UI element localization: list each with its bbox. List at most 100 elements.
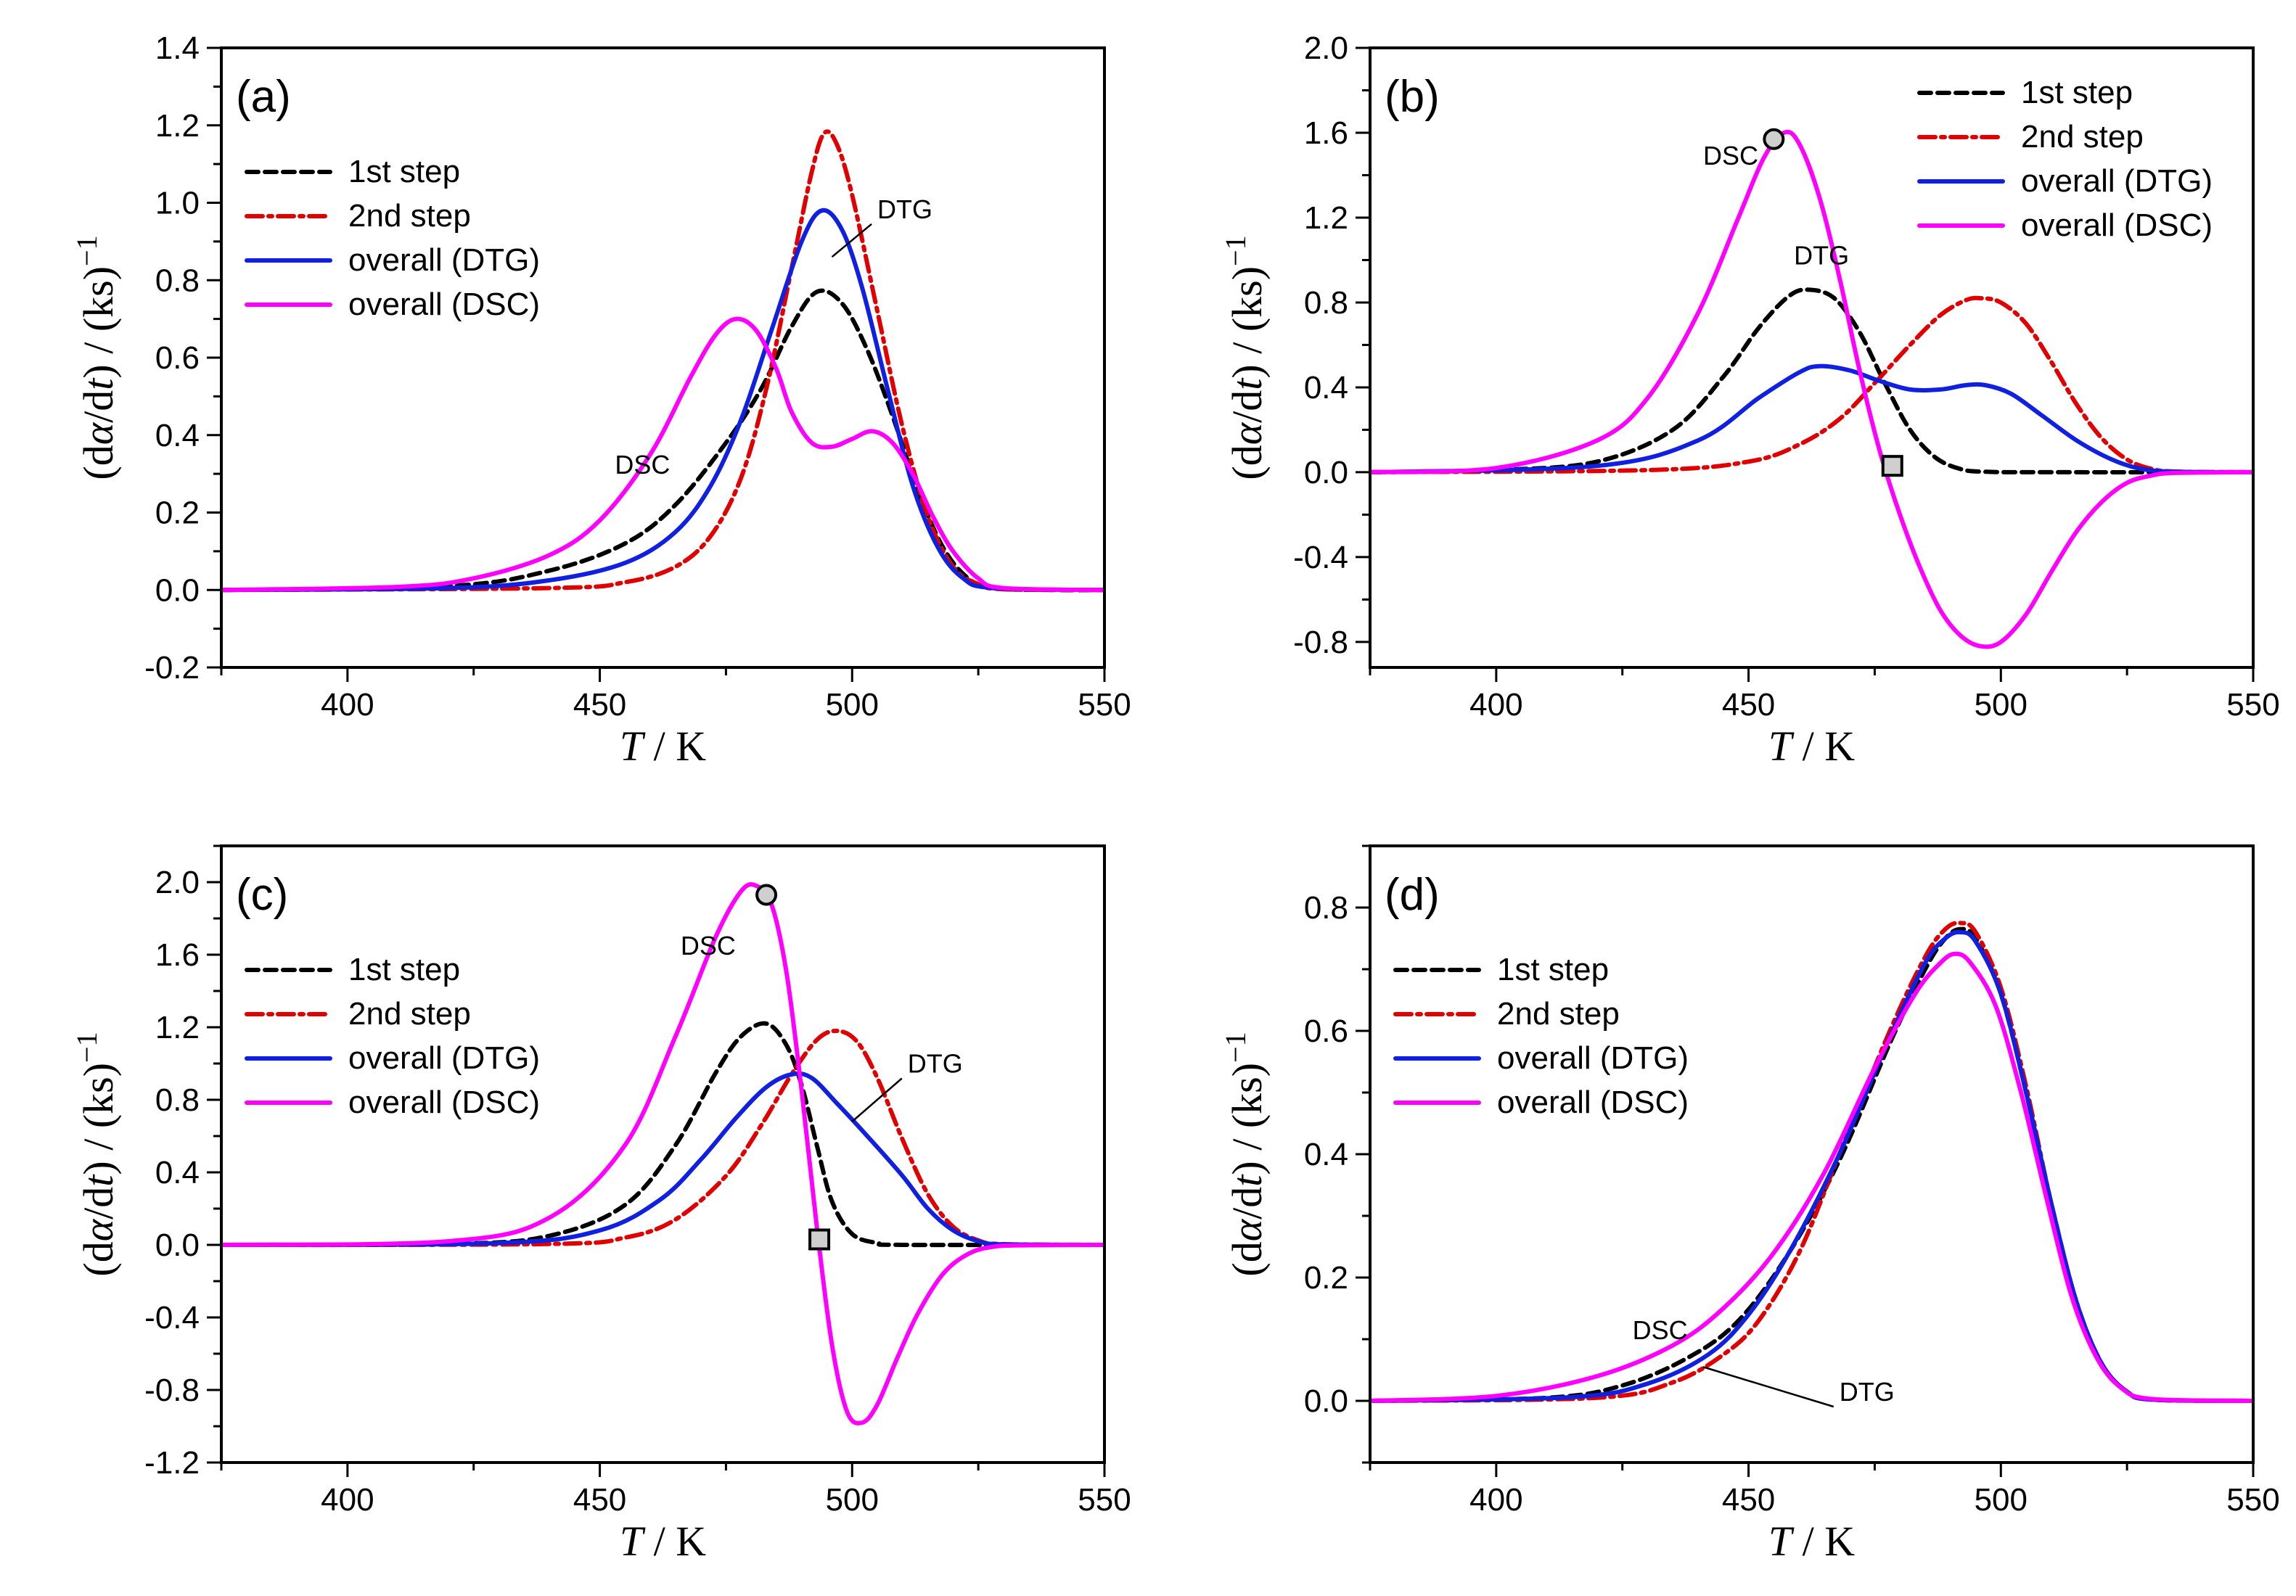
panel-c: 400 450 500 550 -1.2 -0.8 -0.4 0.0 0.4 0.8 1.2 1.6 2… xyxy=(70,844,1131,1565)
annotation-leader xyxy=(831,223,872,258)
series-line-2 xyxy=(221,1028,1104,1247)
y-tick-label: -0.4 xyxy=(1293,540,1348,575)
y-tick-label: 1.2 xyxy=(1304,200,1348,236)
series-line-3 xyxy=(221,207,1104,593)
y-tick-label: -0.8 xyxy=(144,1373,200,1408)
annotation-label: DTG xyxy=(877,194,932,224)
circle-marker xyxy=(1763,128,1785,150)
x-tick-label: 400 xyxy=(1469,687,1522,723)
annotation-leader xyxy=(1702,1366,1834,1408)
y-tick-label: 1.0 xyxy=(155,186,200,221)
x-tick-label: 450 xyxy=(1722,1482,1775,1518)
x-tick-label: 500 xyxy=(1975,1482,2028,1518)
y-tick-label: 0.0 xyxy=(1304,455,1348,490)
y-tick-label: 1.6 xyxy=(155,937,200,973)
y-tick-label: 0.4 xyxy=(1304,370,1348,406)
y-tick-label: 0.2 xyxy=(1304,1260,1348,1296)
series-line-4 xyxy=(221,882,1104,1426)
y-tick-label: 1.4 xyxy=(155,30,200,66)
annotation-label: DSC xyxy=(681,931,736,961)
x-axis-title: T / K xyxy=(620,723,706,770)
x-axis-title: T / K xyxy=(1768,723,1855,770)
y-tick-label: 0.4 xyxy=(155,418,200,453)
x-tick-label: 500 xyxy=(826,1482,879,1518)
x-tick-label: 450 xyxy=(573,687,626,723)
legend-label: 2nd step xyxy=(1497,996,1620,1032)
y-tick-label: 0.2 xyxy=(155,495,200,531)
y-tick-label: 0.8 xyxy=(1304,285,1348,321)
x-tick-label: 550 xyxy=(2226,687,2279,723)
panel-letter: (d) xyxy=(1385,870,1440,920)
plot-frame xyxy=(1369,844,2255,1464)
y-tick-label: 0.8 xyxy=(155,263,200,298)
y-tick-label: -0.4 xyxy=(144,1300,200,1336)
y-tick-label: -1.2 xyxy=(144,1445,200,1481)
square-marker xyxy=(1881,455,1903,477)
panel-letter: (a) xyxy=(236,72,291,122)
square-marker xyxy=(808,1228,831,1251)
annotation-label: DSC xyxy=(615,450,670,480)
x-axis-title: T / K xyxy=(620,1518,706,1565)
series-group xyxy=(1370,129,2253,649)
legend-label: 2nd step xyxy=(348,198,471,234)
legend-label: 2nd step xyxy=(2021,119,2144,155)
series-line-3 xyxy=(1370,929,2253,1403)
x-axis-title: T / K xyxy=(1768,1518,1855,1565)
y-tick-label: 1.2 xyxy=(155,1010,200,1045)
legend-label: overall (DTG) xyxy=(348,1040,540,1076)
panel-letter: (c) xyxy=(236,870,288,920)
x-tick-label: 400 xyxy=(321,687,374,723)
y-tick-label: 2.0 xyxy=(1304,30,1348,66)
y-axis-title: (dα/dt) / (ks)−1 xyxy=(1219,1032,1271,1276)
annotation-label: DSC xyxy=(1633,1315,1688,1345)
y-tick-label: -0.8 xyxy=(1293,625,1348,660)
legend-label: overall (DTG) xyxy=(348,242,540,278)
panel-d: 400 450 500 550 0.0 0.2 0.4 0.6 0.8 T / K (dα/dt) … xyxy=(1219,844,2280,1565)
legend-label: overall (DTG) xyxy=(2021,163,2213,199)
y-tick-label: 0.0 xyxy=(155,572,200,608)
y-tick-label: 0.8 xyxy=(155,1082,200,1118)
y-axis-title: (dα/dt) / (ks)−1 xyxy=(70,235,122,480)
y-axis-title: (dα/dt) / (ks)−1 xyxy=(1219,235,1271,480)
legend-label: 1st step xyxy=(2021,75,2133,110)
annotation-leader xyxy=(851,1077,903,1122)
legend-label: 1st step xyxy=(348,154,460,189)
panel-letter: (b) xyxy=(1385,72,1440,122)
y-tick-label: 0.4 xyxy=(155,1155,200,1190)
plot-frame xyxy=(220,844,1106,1464)
series-line-1 xyxy=(221,288,1104,593)
y-tick-label: 0.6 xyxy=(1304,1013,1348,1049)
series-group xyxy=(1370,921,2253,1403)
annotation-label: DTG xyxy=(1794,240,1849,270)
y-tick-label: 2.0 xyxy=(155,865,200,900)
x-tick-label: 400 xyxy=(1469,1482,1522,1518)
y-tick-label: 0.4 xyxy=(1304,1137,1348,1172)
legend-label: overall (DSC) xyxy=(2021,207,2213,243)
legend-label: 1st step xyxy=(1497,952,1609,987)
legend-label: overall (DSC) xyxy=(348,1085,540,1120)
series-line-1 xyxy=(221,1021,1104,1248)
series-line-4 xyxy=(1370,951,2253,1403)
y-tick-label: 0.0 xyxy=(155,1227,200,1263)
legend-label: overall (DTG) xyxy=(1497,1040,1689,1076)
legend-label: overall (DSC) xyxy=(1497,1085,1689,1120)
series-line-4 xyxy=(1370,129,2253,649)
series-line-3 xyxy=(1370,363,2253,474)
y-tick-label: 0.6 xyxy=(155,340,200,376)
y-axis-title: (dα/dt) / (ks)−1 xyxy=(70,1032,122,1276)
annotation-label: DSC xyxy=(1703,141,1758,170)
x-tick-label: 550 xyxy=(1078,687,1131,723)
x-tick-label: 500 xyxy=(826,687,879,723)
series-group xyxy=(221,882,1104,1426)
panel-a: 400 450 500 550 -0.2 0.0 0.2 0.4 0.6 0.8 1.0 1.2 1.4… xyxy=(70,30,1131,770)
y-tick-label: 0.8 xyxy=(1304,890,1348,926)
legend-label: 2nd step xyxy=(348,996,471,1032)
series-line-2 xyxy=(221,129,1104,593)
circle-marker xyxy=(755,884,778,906)
x-tick-label: 450 xyxy=(1722,687,1775,723)
y-tick-label: -0.2 xyxy=(144,650,200,686)
y-tick-label: 1.6 xyxy=(1304,115,1348,151)
panel-b: 400 450 500 550 -0.8 -0.4 0.0 0.4 0.8 1.2 1.6 2.0 T … xyxy=(1219,30,2280,770)
legend-label: overall (DSC) xyxy=(348,287,540,322)
